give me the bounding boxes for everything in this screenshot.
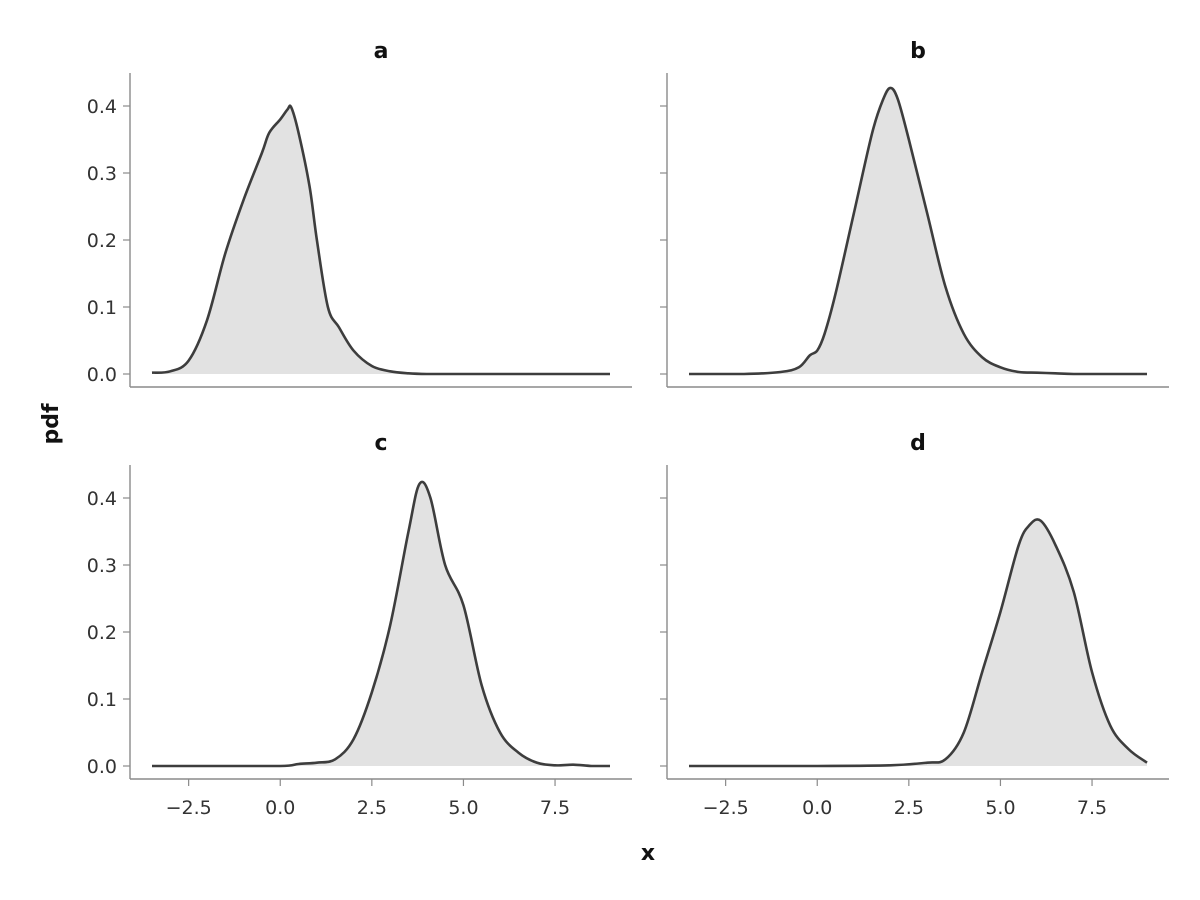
density-area-b: [689, 87, 1147, 374]
density-line-a: [151, 104, 611, 376]
x-tick-label: −2.5: [703, 797, 749, 819]
panel-title-d: d: [910, 431, 926, 456]
y-tick-label: 0.2: [87, 230, 117, 252]
panel-c: c 0.0 0.1 0.2 0.3 0.4 −2.5 0.0 2.5 5.0 7.5: [87, 431, 632, 819]
panels-group: a 0.0 0.1 0.2 0.3 0.4 b c 0.0 0.1 0.2 0.3 0.4 −2.5 0.0…: [87, 39, 1169, 819]
x-tick-label: 2.5: [357, 797, 387, 819]
y-tick-label: 0.1: [87, 689, 117, 711]
x-tick-label: 7.5: [1077, 797, 1107, 819]
x-axis-title: x: [641, 841, 655, 866]
density-line-c: [152, 480, 610, 768]
panel-d: d −2.5 0.0 2.5 5.0 7.5: [660, 431, 1169, 819]
density-line-d: [689, 518, 1148, 768]
x-tick-label: 7.5: [540, 797, 570, 819]
panel-title-b: b: [910, 39, 926, 64]
y-tick-label: 0.4: [87, 96, 117, 118]
y-tick-label: 0.1: [87, 297, 117, 319]
panel-a: a 0.0 0.1 0.2 0.3 0.4: [87, 39, 632, 388]
x-tick-label: −2.5: [166, 797, 212, 819]
y-tick-label: 0.4: [87, 488, 117, 510]
density-area-d: [689, 519, 1147, 766]
y-axis-title: pdf: [39, 403, 64, 444]
panel-b: b: [660, 39, 1169, 388]
x-tick-label: 0.0: [265, 797, 295, 819]
x-tick-label: 0.0: [802, 797, 832, 819]
y-tick-label: 0.0: [87, 756, 117, 778]
density-area-a: [152, 105, 610, 374]
y-tick-label: 0.0: [87, 364, 117, 386]
y-tick-label: 0.3: [87, 163, 117, 185]
x-tick-label: 5.0: [448, 797, 478, 819]
y-tick-label: 0.2: [87, 622, 117, 644]
density-line-b: [688, 86, 1148, 376]
x-tick-label: 5.0: [985, 797, 1015, 819]
y-tick-label: 0.3: [87, 555, 117, 577]
panel-title-a: a: [374, 39, 389, 64]
panel-title-c: c: [374, 431, 387, 456]
density-area-c: [152, 481, 610, 766]
x-tick-label: 2.5: [894, 797, 924, 819]
